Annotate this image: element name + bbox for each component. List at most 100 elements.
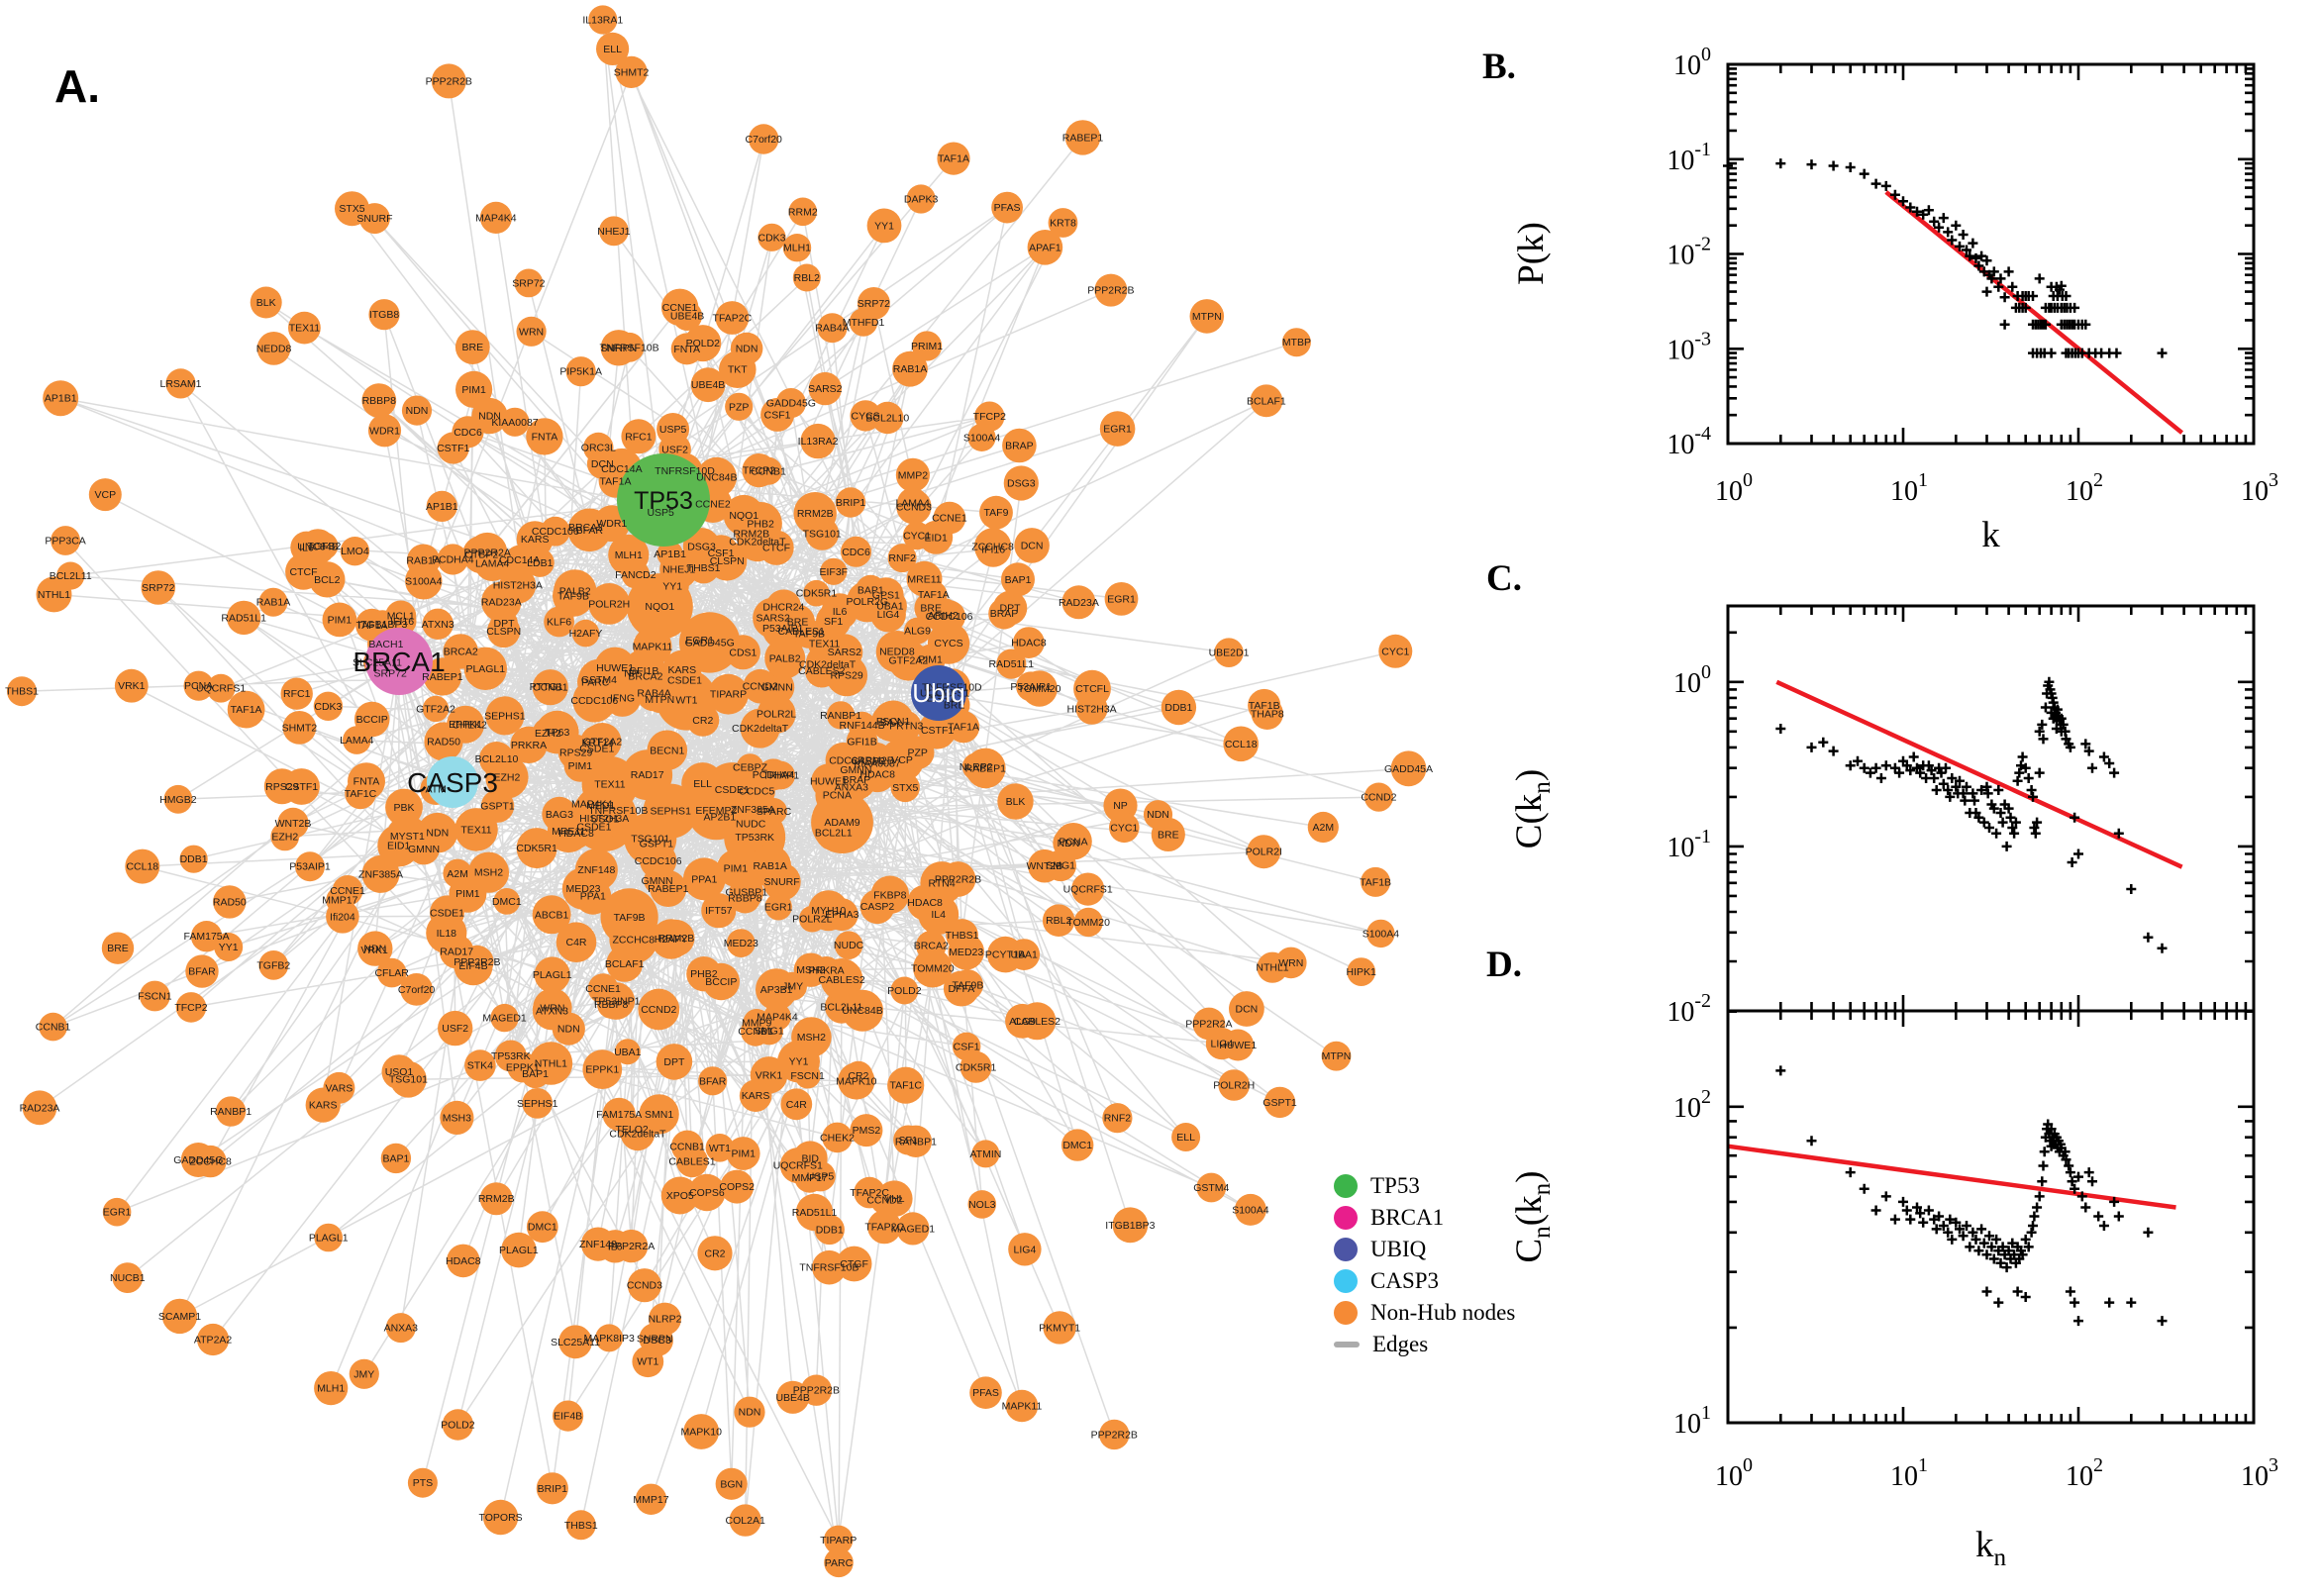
gene-node — [725, 635, 760, 670]
gene-node — [437, 544, 468, 575]
gene-node-label: BLK — [1006, 796, 1026, 808]
gene-node-label: MLH1 — [783, 243, 811, 254]
gene-node-label: PTTG1 — [530, 681, 563, 693]
gene-node — [213, 885, 247, 919]
gene-node — [536, 710, 579, 754]
gene-node-label: WRN — [540, 1002, 564, 1014]
gene-node-label: RPS29 — [265, 781, 298, 793]
gene-node-label: DCN — [591, 458, 614, 470]
gene-node — [739, 1079, 772, 1112]
gene-node-label: NOL3 — [968, 1199, 996, 1211]
gene-node-label: PIP5K1A — [559, 366, 602, 378]
gene-node — [913, 948, 953, 988]
gene-node-label: MTPN — [1192, 311, 1222, 323]
gene-node-label: RRM2B — [478, 1193, 515, 1205]
gene-node — [1361, 866, 1391, 897]
gene-node-label: CDC14A — [499, 554, 540, 566]
gene-node-label: PLAGL1 — [499, 1245, 539, 1256]
gene-node — [376, 957, 407, 988]
gene-node-label: MRE11 — [907, 573, 941, 585]
gene-node-label: RABEP1 — [422, 671, 463, 683]
gene-node-label: USF2 — [661, 445, 688, 456]
gene-node-label: SNURF — [764, 876, 800, 888]
gene-node — [454, 330, 490, 364]
gene-node-label: COL2A1 — [726, 1515, 765, 1527]
gene-node — [215, 1096, 247, 1127]
gene-node-label: TAF1C — [345, 788, 377, 800]
gene-node — [305, 1087, 341, 1123]
gene-node-label: VCP — [891, 754, 913, 766]
gene-node-label: RPS29 — [830, 670, 862, 682]
gene-node-label: TFAP2C — [864, 1222, 904, 1234]
gene-node — [800, 1374, 833, 1406]
gene-node — [479, 201, 512, 234]
gene-node-label: PFAS — [972, 1387, 999, 1399]
panel-d-label: D. — [1486, 945, 1522, 985]
svg-text:10-2: 10-2 — [1666, 234, 1711, 271]
gene-node-label: RAB4A — [815, 323, 849, 335]
gene-node — [834, 931, 863, 959]
gene-node — [660, 288, 699, 326]
gene-node-label: ZNF385A — [358, 868, 403, 880]
gene-node — [659, 549, 698, 589]
gene-node — [1161, 689, 1197, 726]
gene-node-label: HUWE1 — [596, 662, 634, 674]
gene-node — [1223, 726, 1259, 762]
gene-node-label: SARS2 — [828, 647, 862, 658]
gene-node — [565, 356, 596, 387]
gene-node — [708, 673, 749, 715]
gene-node-label: RBBP8 — [594, 999, 629, 1011]
gene-node — [742, 453, 776, 488]
gene-node — [782, 234, 812, 262]
gene-node-label: BECN1 — [650, 745, 684, 756]
gene-node-label: NQO1 — [729, 510, 758, 522]
gene-node-label: EZH2 — [493, 771, 520, 783]
gene-node-label: RNF2 — [1104, 1113, 1132, 1125]
gene-node-label: NDN — [1147, 809, 1169, 821]
gene-node-label: BAP1 — [522, 1068, 549, 1080]
gene-node — [1028, 848, 1061, 883]
gene-node-label: PPA1 — [580, 891, 606, 903]
gene-node — [500, 407, 530, 437]
gene-node-label: FSCN1 — [790, 1070, 825, 1082]
gene-node-label: FSCN1 — [138, 991, 172, 1003]
gene-node-label: HIST2H3A — [493, 580, 543, 592]
gene-node-label: TAF9B — [952, 979, 983, 991]
gene-node — [575, 808, 613, 846]
ubiq-swatch-icon — [1334, 1238, 1358, 1261]
gene-node-label: MED23 — [724, 938, 758, 949]
gene-node-label: DMC1 — [528, 1222, 557, 1234]
gene-node — [340, 537, 370, 566]
gene-node — [1104, 582, 1139, 616]
gene-node — [871, 703, 910, 742]
gene-node-label: ATM — [426, 784, 447, 796]
gene-node-label: POLR2H — [1213, 1080, 1255, 1092]
gene-node — [561, 867, 605, 910]
gene-node — [866, 208, 902, 244]
gene-node-label: AP2B1 — [704, 811, 737, 823]
plot-panel-C: 100 10-1 10-2 C(kn​) — [1509, 604, 2256, 1028]
gene-node-label: AP1B1 — [654, 549, 686, 560]
svg-text:10-1: 10-1 — [1666, 139, 1711, 176]
gene-node-label: ZNF385A — [731, 804, 775, 816]
gene-node — [1016, 671, 1047, 702]
gene-node-label: FNTA — [354, 776, 380, 788]
gene-node — [760, 397, 795, 432]
gene-node — [602, 1097, 636, 1132]
gene-node-label: MTBP — [1282, 337, 1311, 349]
gene-node — [455, 370, 493, 408]
gene-node — [598, 1230, 632, 1263]
gene-node-label: UBA1 — [1010, 949, 1038, 961]
gene-node-label: UQCRFS1 — [1063, 884, 1113, 896]
gene-node-label: PPP2R2A — [1185, 1019, 1232, 1031]
gene-node — [556, 922, 597, 962]
gene-node-label: LAMA4 — [895, 498, 930, 510]
hub-nodes — [365, 453, 966, 808]
gene-node-label: Ifi204 — [330, 911, 355, 923]
hub-node-tp53 — [617, 453, 710, 547]
gene-node — [400, 973, 433, 1006]
gene-node — [532, 895, 571, 935]
gene-node-label: MMP2 — [898, 469, 928, 481]
gene-node-label: VRK1 — [360, 945, 388, 956]
